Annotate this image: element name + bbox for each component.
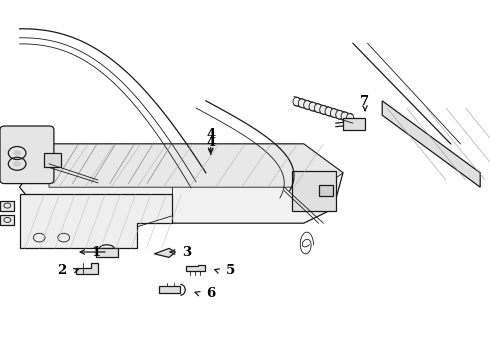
Bar	[0, 201, 14, 211]
Polygon shape	[154, 248, 175, 257]
Polygon shape	[76, 263, 98, 274]
Ellipse shape	[293, 97, 300, 106]
Ellipse shape	[304, 100, 311, 109]
Ellipse shape	[325, 107, 332, 116]
Ellipse shape	[315, 104, 322, 113]
Ellipse shape	[319, 105, 327, 114]
FancyBboxPatch shape	[292, 171, 336, 211]
Text: 6: 6	[206, 287, 215, 300]
Bar	[44, 153, 61, 167]
Text: 1: 1	[91, 246, 100, 258]
Text: 5: 5	[226, 264, 235, 277]
Polygon shape	[20, 144, 343, 223]
Ellipse shape	[341, 112, 348, 121]
Text: 4: 4	[206, 136, 215, 149]
Text: 3: 3	[182, 246, 191, 258]
Ellipse shape	[298, 99, 306, 108]
Ellipse shape	[330, 109, 338, 118]
Text: 4: 4	[206, 129, 215, 141]
Bar	[0, 215, 14, 225]
Ellipse shape	[309, 102, 317, 111]
Bar	[343, 118, 365, 130]
Polygon shape	[49, 144, 343, 187]
Polygon shape	[159, 286, 180, 293]
Text: 7: 7	[361, 95, 369, 108]
Ellipse shape	[346, 113, 354, 122]
Polygon shape	[186, 265, 205, 271]
Polygon shape	[20, 194, 172, 248]
Text: 2: 2	[57, 264, 66, 277]
Bar	[318, 185, 333, 196]
Ellipse shape	[336, 110, 343, 119]
Polygon shape	[382, 101, 480, 187]
Circle shape	[13, 161, 21, 167]
Circle shape	[13, 150, 21, 156]
FancyBboxPatch shape	[0, 126, 54, 184]
Polygon shape	[96, 248, 118, 257]
